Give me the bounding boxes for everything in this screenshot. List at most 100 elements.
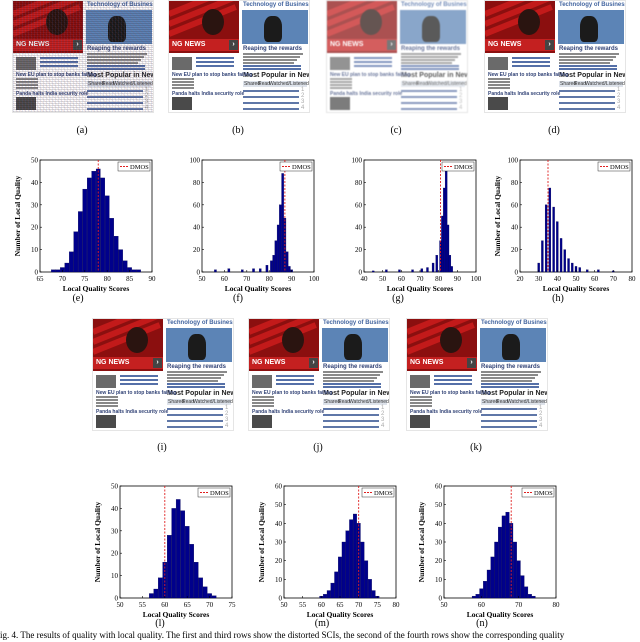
x-tick-label: 90 (454, 275, 462, 283)
histogram-bar (559, 238, 563, 273)
chevron-right-icon: › (229, 40, 238, 50)
x-tick-label: 55 (299, 601, 307, 609)
link-line (401, 65, 459, 67)
page-title: Technology of Business (243, 2, 310, 8)
rank-number: 4 (539, 423, 543, 429)
x-tick-label: 75 (81, 275, 89, 283)
y-tick-label: 50 (31, 157, 39, 165)
headline: Reaping the rewards (323, 364, 383, 370)
rank-number: 2 (459, 93, 463, 99)
y-tick-label: 0 (359, 269, 363, 277)
link-line (401, 68, 459, 70)
x-axis-label: Local Quality Scores (467, 610, 534, 619)
legend-box (521, 487, 555, 498)
story-headline: New EU plan to stop banks failing (16, 72, 96, 78)
text-line (354, 57, 392, 59)
text-line (512, 65, 550, 67)
rank-number: 3 (145, 99, 148, 105)
subfigure-label: (b) (232, 125, 244, 136)
histogram-bar (516, 560, 521, 599)
story-photo (488, 57, 508, 70)
most-popular-heading: Most Popular in News (167, 390, 234, 397)
text-line (330, 78, 352, 80)
link-line (243, 65, 301, 67)
plot-frame (519, 159, 633, 273)
tab-read: Read (102, 81, 114, 87)
news-banner: NG NEWS› (249, 357, 319, 369)
text-line (559, 56, 616, 58)
portrait-figure (360, 9, 382, 35)
text-line (87, 56, 144, 58)
histogram-bar (64, 262, 70, 273)
text-line (16, 81, 38, 83)
y-tick-label: 60 (355, 201, 363, 209)
rank-number: 2 (539, 411, 543, 417)
x-tick-label: 80 (266, 275, 274, 283)
y-tick-label: 60 (275, 483, 283, 491)
y-tick-label: 80 (511, 179, 519, 187)
webpage-screenshot: NG NEWS› Technology of Business Reaping th… (326, 0, 468, 113)
x-tick-label: 70 (515, 601, 523, 609)
subfigure-label: (g) (392, 293, 404, 304)
legend-label: DMOS (610, 164, 629, 171)
y-tick-label: 40 (511, 224, 519, 232)
text-line (330, 87, 352, 89)
histogram-bar (450, 266, 453, 273)
rank-number: 4 (381, 423, 385, 429)
histogram-bar (505, 511, 510, 599)
text-line (252, 402, 274, 404)
x-tick-label: 90 (149, 275, 157, 283)
tab-shared: Shared (324, 399, 341, 405)
photo (322, 328, 388, 362)
histogram-bar (326, 590, 331, 599)
histogram-bar (544, 204, 548, 273)
text-line (410, 396, 432, 398)
list-item (559, 108, 615, 110)
list-item (243, 96, 299, 98)
text-line (401, 59, 455, 61)
x-tick-label: 50 (281, 601, 289, 609)
x-tick-label: 65 (184, 601, 192, 609)
histogram-bar (443, 187, 446, 273)
tab-shared: Shared (402, 81, 419, 87)
histogram-bar (420, 268, 424, 273)
y-axis-label: Number of Local Quality (13, 176, 22, 257)
histogram: DMOS 65 70 75 80 85 90 0 10 20 30 40 50 Local Quality… (0, 152, 160, 297)
page-title: Technology of Business (481, 320, 548, 326)
portrait-figure (440, 327, 462, 353)
rank-number: 4 (617, 105, 621, 111)
story-photo (330, 97, 350, 110)
x-axis-label: Local Quality Scores (63, 284, 130, 293)
text-line (167, 380, 218, 382)
chevron-right-icon: › (73, 40, 82, 50)
link-line (87, 65, 145, 67)
legend-label: DMOS (454, 164, 473, 171)
x-tick-label: 80 (104, 275, 112, 283)
text-line (172, 87, 194, 89)
webpage-screenshot: NG NEWS› Technology of Business Reaping th… (168, 0, 310, 113)
subfigure-label: (l) (155, 618, 165, 629)
histogram-bar (55, 269, 61, 273)
portrait-figure (126, 327, 148, 353)
y-tick-label: 80 (193, 179, 201, 187)
y-tick-label: 20 (111, 550, 119, 558)
histogram-bar (227, 268, 231, 273)
histogram-bar (541, 240, 544, 273)
text-line (488, 78, 510, 80)
tab-bar: Shared Read Watched/Listened (167, 399, 233, 405)
x-tick-label: 50 (117, 601, 125, 609)
histogram-bar (571, 262, 574, 273)
headline: Reaping the rewards (559, 46, 619, 52)
story-headline: Panda halts India security role (252, 409, 325, 415)
histogram-bar (367, 579, 372, 599)
text-line (276, 375, 314, 377)
rank-number: 1 (301, 87, 305, 93)
story-headline: Panda halts India security role (96, 409, 169, 415)
list-item (323, 420, 379, 422)
text-line (40, 65, 78, 67)
rank-number: 3 (617, 99, 621, 105)
y-axis-label: Number of Local Quality (257, 502, 266, 583)
histogram-bar (567, 258, 570, 273)
text-line (243, 56, 300, 58)
text-line (323, 374, 380, 376)
